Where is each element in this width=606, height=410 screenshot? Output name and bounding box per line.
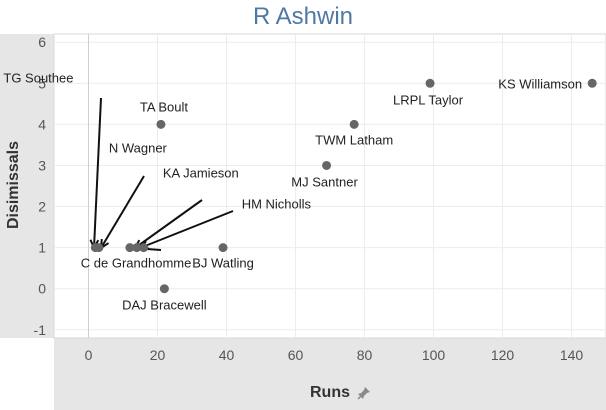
point-label: TA Boult — [140, 99, 189, 114]
x-tick-label: 0 — [85, 347, 93, 363]
point-label: KA Jamieson — [163, 166, 239, 181]
x-tick-label: 60 — [288, 347, 304, 363]
point-label: HM Nicholls — [242, 197, 312, 212]
point-label: LRPL Taylor — [393, 92, 464, 107]
annotation-arrow — [139, 210, 234, 249]
y-tick-label: 3 — [38, 157, 46, 173]
annotation-arrow — [134, 199, 203, 249]
x-tick-label: 120 — [491, 347, 515, 363]
data-point[interactable] — [139, 243, 149, 253]
y-tick-labels: -1 0 1 2 3 4 5 6 — [34, 34, 47, 338]
x-tick-label: 100 — [422, 347, 446, 363]
data-point[interactable] — [132, 243, 142, 253]
y-tick-label: 1 — [38, 240, 46, 256]
point-label: KS Williamson — [498, 76, 582, 91]
data-point[interactable] — [425, 78, 435, 88]
data-point[interactable] — [218, 243, 228, 253]
data-point[interactable] — [94, 243, 104, 253]
x-tick-label: 40 — [219, 347, 235, 363]
y-tick-label: 4 — [38, 116, 46, 132]
x-tick-label: 20 — [150, 347, 166, 363]
x-tick-labels: 0 20 40 60 80 100 120 140 — [85, 347, 584, 363]
y-tick-label: 5 — [38, 75, 46, 91]
data-point[interactable] — [125, 243, 135, 253]
point-label: TG Southee — [3, 71, 73, 86]
point-label: DAJ Bracewell — [122, 298, 207, 313]
data-points — [90, 78, 597, 294]
data-point[interactable] — [322, 160, 332, 170]
y-tick-label: 2 — [38, 199, 46, 215]
point-label: C de Grandhomme — [81, 256, 192, 271]
x-axis-panel — [54, 338, 606, 410]
annotation-arrow — [100, 175, 145, 249]
y-axis-panel — [0, 34, 54, 338]
point-labels: TG Southee N Wagner KA Jamieson C de Grandh… — [3, 71, 582, 313]
y-axis-label: Disimissals — [5, 140, 22, 230]
y-tick-label: 6 — [38, 34, 46, 50]
data-point[interactable] — [156, 119, 166, 129]
x-tick-label: 80 — [357, 347, 373, 363]
data-point[interactable] — [587, 78, 597, 88]
chart-title: R Ashwin — [252, 3, 354, 30]
y-tick-label: -1 — [34, 322, 47, 338]
pin-icon[interactable] — [357, 386, 371, 400]
annotation-arrow — [93, 97, 102, 249]
plot-area — [53, 33, 606, 339]
data-point[interactable] — [159, 284, 169, 294]
point-label: TWM Latham — [315, 132, 393, 147]
y-tick-label: 0 — [38, 281, 46, 297]
point-label: MJ Santner — [291, 174, 358, 189]
x-axis-label: Runs — [310, 384, 350, 401]
point-label: N Wagner — [109, 141, 168, 156]
data-point[interactable] — [349, 119, 359, 129]
x-tick-label: 140 — [560, 347, 584, 363]
point-label: BJ Watling — [192, 256, 254, 271]
